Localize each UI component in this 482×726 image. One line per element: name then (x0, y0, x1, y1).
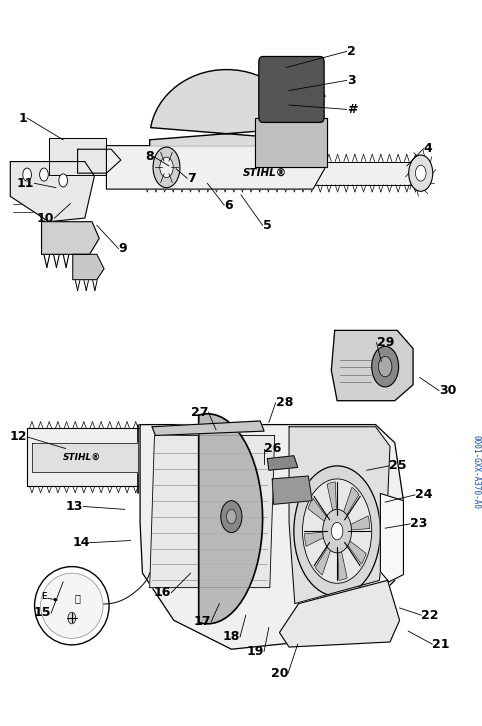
Text: 21: 21 (432, 637, 450, 650)
Circle shape (322, 510, 351, 552)
Circle shape (221, 501, 242, 533)
Wedge shape (327, 482, 337, 531)
Wedge shape (315, 531, 337, 575)
Polygon shape (107, 146, 327, 189)
Polygon shape (255, 118, 327, 168)
Text: 28: 28 (276, 396, 293, 409)
Circle shape (160, 158, 173, 177)
Text: 1: 1 (18, 112, 27, 125)
Polygon shape (331, 330, 413, 401)
Circle shape (227, 510, 236, 524)
Text: 14: 14 (72, 537, 90, 549)
Polygon shape (135, 162, 414, 184)
Polygon shape (41, 221, 99, 254)
Circle shape (372, 346, 399, 387)
Circle shape (331, 523, 343, 540)
Text: 26: 26 (264, 442, 281, 455)
Text: 22: 22 (421, 608, 439, 621)
Polygon shape (289, 427, 390, 603)
Polygon shape (199, 414, 263, 624)
Text: 0001-GXX-A370-A0: 0001-GXX-A370-A0 (471, 435, 480, 509)
Text: ⛽: ⛽ (75, 593, 80, 603)
Text: 23: 23 (410, 518, 428, 531)
Circle shape (294, 466, 380, 596)
Polygon shape (152, 421, 264, 436)
Text: 4: 4 (424, 142, 432, 155)
Text: 19: 19 (247, 645, 264, 658)
Circle shape (23, 168, 31, 181)
Text: 7: 7 (187, 172, 196, 184)
Ellipse shape (40, 573, 103, 638)
Polygon shape (27, 428, 140, 486)
Polygon shape (150, 70, 304, 146)
Text: 11: 11 (17, 177, 34, 189)
Text: E: E (41, 592, 47, 601)
Text: 13: 13 (66, 500, 83, 513)
Wedge shape (308, 498, 337, 531)
Polygon shape (73, 254, 104, 280)
Text: 9: 9 (119, 242, 127, 255)
Circle shape (415, 166, 426, 181)
Text: 17: 17 (194, 615, 211, 628)
Text: 16: 16 (154, 586, 171, 599)
Polygon shape (10, 162, 94, 221)
Polygon shape (280, 580, 400, 647)
Polygon shape (140, 425, 403, 649)
Text: 18: 18 (223, 630, 240, 643)
Wedge shape (337, 487, 359, 531)
Text: STIHL®: STIHL® (243, 168, 287, 178)
Circle shape (40, 168, 48, 181)
Text: STIHL®: STIHL® (63, 453, 102, 462)
Text: #: # (347, 103, 357, 116)
Text: 29: 29 (376, 336, 394, 349)
Polygon shape (380, 494, 403, 582)
Text: 15: 15 (34, 606, 51, 619)
Circle shape (303, 479, 372, 583)
Text: 20: 20 (270, 666, 288, 680)
Circle shape (68, 612, 76, 624)
Wedge shape (337, 516, 370, 531)
Polygon shape (268, 456, 298, 470)
Polygon shape (49, 139, 107, 174)
Text: 24: 24 (415, 489, 432, 502)
Text: 27: 27 (191, 406, 208, 419)
Text: 6: 6 (224, 198, 233, 211)
Polygon shape (150, 436, 275, 587)
Text: 12: 12 (10, 431, 27, 444)
Circle shape (153, 147, 180, 187)
Wedge shape (337, 531, 347, 580)
Text: 10: 10 (37, 211, 54, 224)
Text: 5: 5 (263, 219, 271, 232)
Text: 30: 30 (439, 384, 456, 397)
Wedge shape (305, 531, 337, 547)
Ellipse shape (35, 566, 109, 645)
Text: 25: 25 (389, 460, 406, 473)
Text: 2: 2 (347, 45, 355, 58)
FancyBboxPatch shape (259, 57, 324, 123)
Polygon shape (32, 443, 138, 472)
Wedge shape (337, 531, 366, 564)
Text: E: E (41, 592, 47, 601)
Polygon shape (272, 476, 312, 505)
Text: 3: 3 (347, 74, 355, 87)
Circle shape (59, 174, 67, 187)
Text: 8: 8 (145, 150, 154, 163)
Polygon shape (78, 150, 121, 174)
Circle shape (409, 155, 433, 191)
Circle shape (378, 356, 392, 377)
